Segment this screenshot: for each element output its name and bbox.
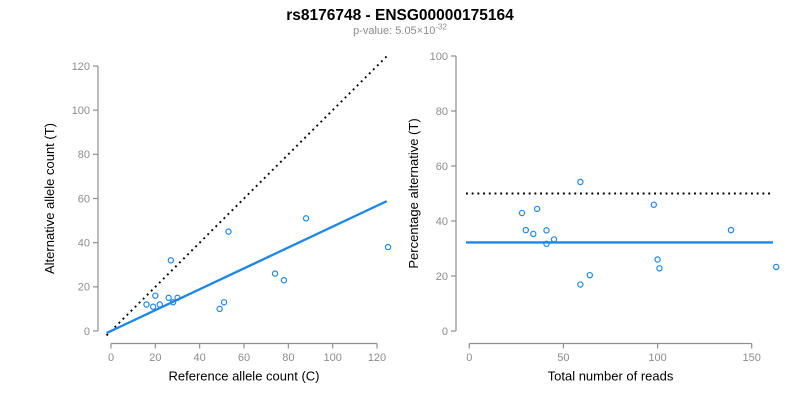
pvalue-exponent: -32: [435, 22, 447, 32]
data-point: [577, 178, 584, 186]
data-point: [220, 299, 228, 306]
x-axis-label: Reference allele count (C): [168, 369, 319, 384]
data-point: [543, 240, 550, 248]
y-tick-label: 60: [78, 193, 90, 205]
figure-title: rs8176748 - ENSG00000175164: [286, 7, 514, 24]
x-tick-label: 80: [282, 352, 294, 364]
data-point: [727, 226, 735, 234]
data-point: [533, 205, 541, 213]
data-point: [280, 277, 288, 284]
percentage-scatter: 0 20 40 60 80 100 0 50 100 150 Total number of rea…: [406, 51, 780, 384]
data-point: [772, 263, 780, 271]
data-point: [167, 257, 175, 264]
data-point: [518, 209, 526, 217]
y-tick-label: 20: [436, 271, 448, 283]
data-point: [550, 236, 558, 243]
data-point: [522, 226, 529, 234]
x-tick-label: 60: [238, 352, 250, 364]
y-tick-label: 40: [78, 237, 90, 249]
x-tick-label: 0: [108, 352, 114, 364]
data-point: [152, 292, 159, 299]
y-tick-label: 80: [436, 106, 448, 118]
data-point: [530, 230, 537, 238]
y-tick-label: 60: [436, 161, 448, 173]
x-tick-label: 150: [743, 352, 761, 364]
y-tick-label: 100: [72, 105, 90, 117]
data-point: [165, 294, 172, 302]
data-point: [156, 301, 163, 308]
x-tick-label: 120: [368, 352, 386, 364]
y-tick-label: 120: [72, 61, 90, 73]
data-point: [216, 305, 223, 313]
identity-line: [105, 55, 388, 337]
data-point: [654, 256, 661, 263]
allele-count-scatter: 0 20 40 60 80 100 120 0 20 40 60 80 100 120 Reference …: [42, 55, 392, 384]
y-tick-label: 80: [78, 149, 90, 161]
data-point: [302, 215, 310, 222]
data-point: [650, 201, 658, 208]
data-point: [384, 243, 392, 251]
data-point: [143, 301, 150, 308]
data-point: [543, 227, 550, 234]
y-tick-label: 0: [84, 326, 90, 338]
x-tick-label: 100: [323, 352, 341, 364]
data-point: [169, 299, 177, 306]
figure-subtitle: p-value: 5.05×10-32: [0, 22, 800, 37]
x-tick-label: 20: [149, 352, 161, 364]
data-point: [174, 294, 181, 302]
data-point: [577, 281, 584, 288]
y-axis-label: Percentage alternative (T): [406, 118, 421, 268]
data-point: [586, 271, 593, 279]
x-axis-label: Total number of reads: [548, 369, 674, 384]
y-tick-label: 40: [436, 216, 448, 228]
y-tick-label: 0: [442, 326, 448, 338]
y-tick-label: 20: [78, 282, 90, 294]
y-tick-label: 100: [430, 51, 448, 63]
data-point: [225, 228, 232, 235]
pvalue-text: p-value: 5.05×10: [353, 25, 436, 37]
x-tick-label: 100: [648, 352, 666, 364]
x-tick-label: 50: [557, 352, 569, 364]
x-tick-label: 40: [194, 352, 206, 364]
data-point: [271, 270, 279, 277]
fit-line: [106, 200, 388, 335]
y-axis-label: Alternative allele count (T): [42, 123, 57, 274]
data-point: [656, 265, 663, 272]
x-tick-label: 0: [466, 352, 472, 364]
data-point: [149, 303, 157, 310]
